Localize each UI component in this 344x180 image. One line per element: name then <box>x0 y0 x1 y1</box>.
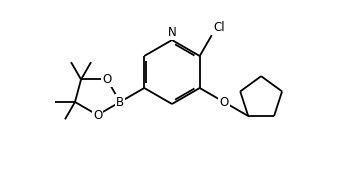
Text: Cl: Cl <box>214 21 225 34</box>
Text: B: B <box>116 96 124 109</box>
Text: N: N <box>168 26 176 39</box>
Text: O: O <box>93 109 102 122</box>
Text: O: O <box>219 96 228 109</box>
Text: O: O <box>103 73 112 86</box>
